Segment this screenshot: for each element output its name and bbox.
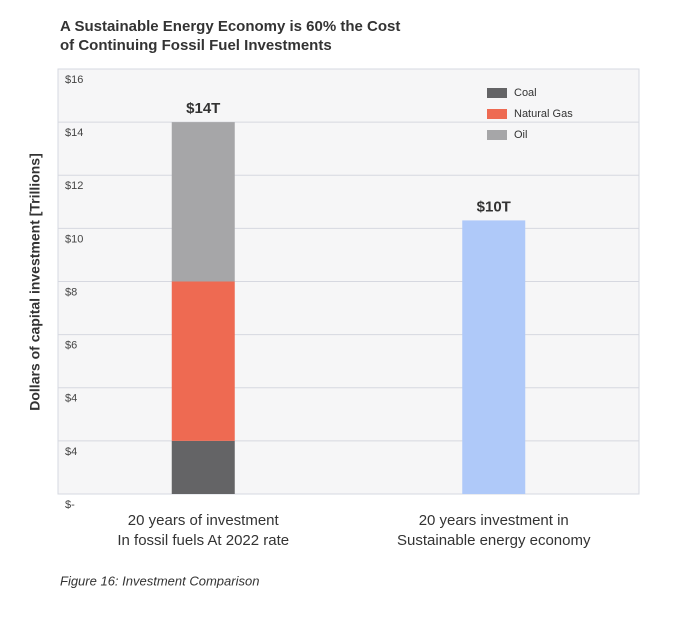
bar-segment xyxy=(171,281,235,441)
y-tick-label: $12 xyxy=(65,180,83,192)
y-tick-label: $4 xyxy=(65,446,77,458)
legend-label: Oil xyxy=(514,129,527,141)
total-label: $14T xyxy=(186,100,220,117)
x-tick-label: 20 years of investment xyxy=(128,512,280,529)
legend-label: Natural Gas xyxy=(514,108,573,120)
bar-segment xyxy=(462,220,526,494)
y-tick-label: $- xyxy=(65,499,75,511)
chart-title: A Sustainable Energy Economy is 60% the … xyxy=(60,18,400,35)
y-tick-label: $10 xyxy=(65,233,83,245)
legend-swatch xyxy=(487,130,507,140)
x-tick-label: In fossil fuels At 2022 rate xyxy=(117,532,289,549)
legend-label: Coal xyxy=(514,87,537,99)
y-tick-label: $16 xyxy=(65,74,83,86)
caption: Figure 16: Investment Comparison xyxy=(60,573,259,588)
y-tick-label: $8 xyxy=(65,286,77,298)
total-label: $10T xyxy=(477,198,511,215)
bar-segment xyxy=(171,440,235,494)
legend-swatch xyxy=(487,88,507,98)
bar-segment xyxy=(171,122,235,282)
legend-swatch xyxy=(487,109,507,119)
chart-title: of Continuing Fossil Fuel Investments xyxy=(60,37,332,54)
x-tick-label: 20 years investment in xyxy=(419,512,569,529)
y-tick-label: $6 xyxy=(65,340,77,352)
y-tick-label: $14 xyxy=(65,127,83,139)
y-tick-label: $4 xyxy=(65,393,77,405)
x-tick-label: Sustainable energy economy xyxy=(397,532,591,549)
y-axis-label: Dollars of capital investment [Trillions… xyxy=(27,153,43,411)
